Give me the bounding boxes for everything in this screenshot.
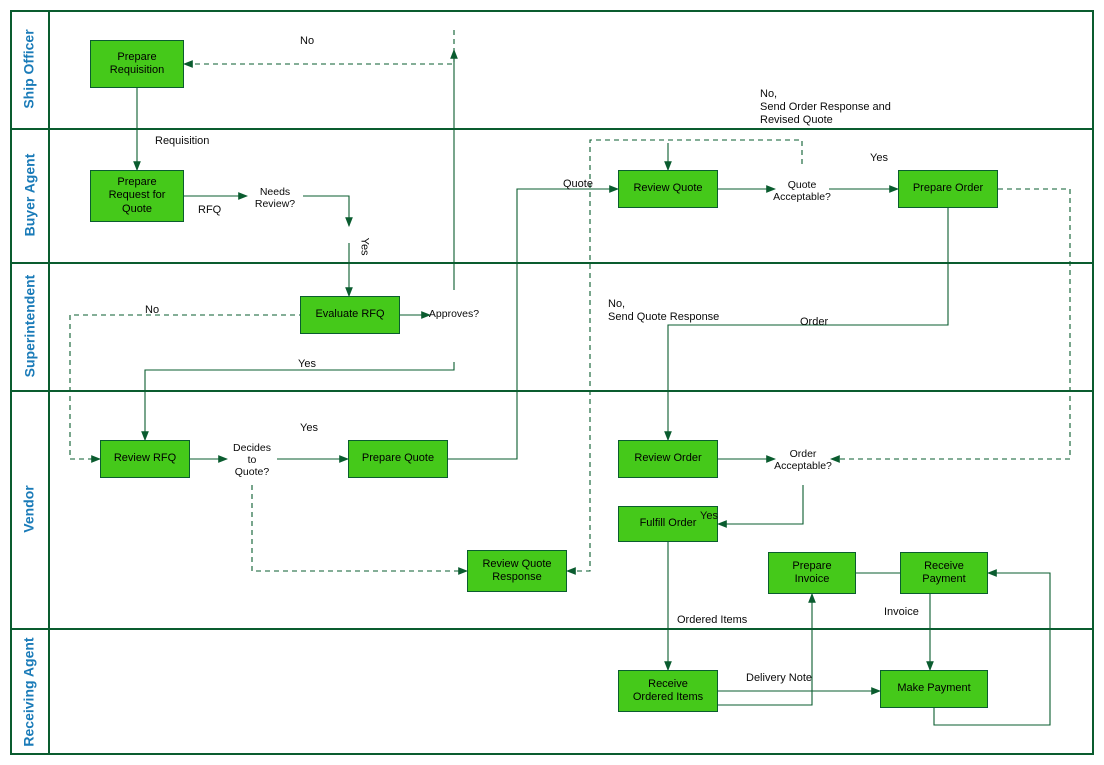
node-reviewQuote: Review Quote (618, 170, 718, 208)
edge-label: Quote (563, 178, 593, 191)
lane-label-buyer: Buyer Agent (10, 128, 50, 262)
lane-label-text: Ship Officer (21, 29, 37, 108)
edge-label: Yes (700, 510, 718, 523)
node-label: Prepare Request for Quote (109, 176, 166, 216)
edge-label: Ordered Items (677, 614, 747, 627)
edge-label: Yes (357, 238, 370, 256)
node-prepQuote: Prepare Quote (348, 440, 448, 478)
node-prepReq: Prepare Requisition (90, 40, 184, 88)
lane-divider (10, 128, 1094, 130)
node-makePay: Make Payment (880, 670, 988, 708)
node-label: Review Order (634, 452, 701, 465)
node-label: Receive Ordered Items (633, 678, 703, 704)
edge-label: Order (800, 316, 828, 329)
node-label: Prepare Requisition (110, 51, 164, 77)
node-evalRFQ: Evaluate RFQ (300, 296, 400, 334)
node-reviewOrder: Review Order (618, 440, 718, 478)
lane-label-recv: Receiving Agent (10, 628, 50, 755)
lane-divider (10, 390, 1094, 392)
flowchart-canvas: Ship Officer Buyer Agent Superintendent Ven… (0, 0, 1104, 765)
lane-label-text: Superintendent (21, 275, 37, 378)
node-label: Decides to Quote? (233, 442, 271, 478)
node-recvPay: Receive Payment (900, 552, 988, 594)
edge-label: Yes (870, 152, 888, 165)
node-reviewQuoteResp: Review Quote Response (467, 550, 567, 592)
node-label: Receive Payment (922, 560, 965, 586)
node-prepInvoice: Prepare Invoice (768, 552, 856, 594)
node-label: Review Quote (633, 182, 702, 195)
edge-label: RFQ (198, 204, 221, 217)
lane-divider (10, 628, 1094, 630)
lane-label-ship: Ship Officer (10, 10, 50, 128)
node-label: Fulfill Order (640, 517, 697, 530)
node-label: Needs Review? (255, 186, 295, 210)
lane-label-text: Buyer Agent (21, 154, 37, 237)
node-label: Order Acceptable? (774, 448, 832, 472)
node-label: Prepare Invoice (792, 560, 831, 586)
node-label: Prepare Order (913, 182, 983, 195)
edge-label: Invoice (884, 606, 919, 619)
swimlane-frame (10, 10, 1094, 755)
lane-label-text: Vendor (21, 485, 37, 532)
node-quoteAccept: Quote Acceptable? (775, 164, 829, 218)
edge-label: Yes (300, 422, 318, 435)
edge-label: No, Send Order Response and Revised Quot… (760, 88, 891, 128)
node-needsReview: Needs Review? (247, 170, 303, 226)
lane-divider (10, 262, 1094, 264)
node-label: Review RFQ (114, 452, 176, 465)
node-label: Quote Acceptable? (773, 179, 831, 203)
node-decides: Decides to Quote? (227, 435, 277, 485)
node-prepRFQ: Prepare Request for Quote (90, 170, 184, 222)
node-label: Approves? (429, 308, 479, 320)
edge-label: Delivery Note (746, 672, 812, 685)
edge-label: No, Send Quote Response (608, 298, 719, 324)
edge-label: Yes (298, 358, 316, 371)
lane-label-super: Superintendent (10, 262, 50, 390)
edge-label: No (300, 35, 314, 48)
node-label: Make Payment (897, 682, 970, 695)
edge-label: Requisition (155, 135, 209, 148)
node-recvItems: Receive Ordered Items (618, 670, 718, 712)
edge-label: No (145, 304, 159, 317)
lane-label-text: Receiving Agent (21, 637, 37, 746)
node-reviewRFQ: Review RFQ (100, 440, 190, 478)
node-prepOrder: Prepare Order (898, 170, 998, 208)
node-approves: Approves? (430, 290, 478, 338)
lane-label-vendor: Vendor (10, 390, 50, 628)
node-label: Prepare Quote (362, 452, 434, 465)
node-orderAccept: Order Acceptable? (775, 432, 831, 488)
node-label: Evaluate RFQ (315, 308, 384, 321)
node-label: Review Quote Response (482, 558, 551, 584)
